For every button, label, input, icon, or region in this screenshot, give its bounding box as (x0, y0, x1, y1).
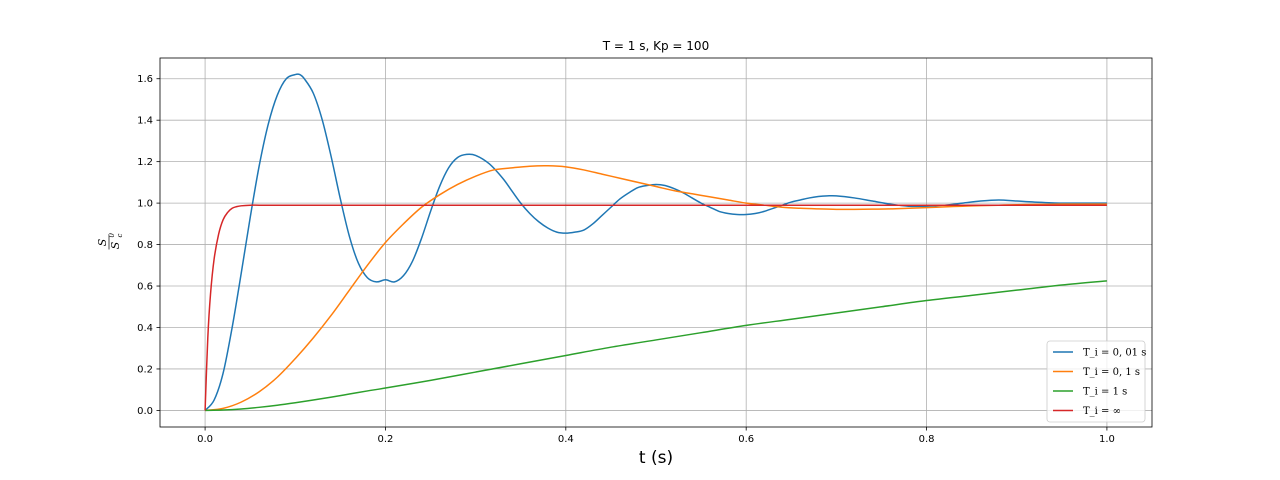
x-axis-ticks: 0.0 0.2 0.4 0.6 0.8 1.0 (197, 427, 1115, 445)
chart-title: T = 1 s, Kp = 100 (602, 39, 709, 53)
y-tick-label: 1.6 (137, 74, 153, 85)
y-label-superscript: 0 (108, 233, 116, 238)
series-ti-inf-legend-label: T_i = ∞ (1083, 406, 1121, 417)
series-ti-1-line (205, 280, 1107, 412)
y-label-denominator: S (109, 241, 122, 249)
x-tick-label: 0.6 (738, 434, 754, 445)
y-tick-label: 0.0 (137, 406, 153, 417)
series-ti-0-1-line (205, 165, 1107, 412)
grid (160, 58, 1152, 427)
y-axis-label: S S0 c (96, 233, 124, 250)
x-tick-label: 1.0 (1099, 434, 1115, 445)
y-tick-label: 0.8 (137, 240, 153, 251)
x-tick-label: 0.4 (558, 434, 574, 445)
y-tick-label: 1.4 (137, 116, 153, 127)
x-axis-label: t (s) (639, 448, 673, 468)
series-ti-0-01-legend-label: T_i = 0, 01 s (1083, 348, 1146, 359)
x-tick-label: 0.0 (197, 434, 213, 445)
series-lines (204, 73, 1107, 412)
series-ti-0-01-line (204, 73, 1107, 411)
x-tick-label: 0.2 (378, 434, 394, 445)
series-ti-1-legend-label: T_i = 1 s (1083, 387, 1127, 398)
y-tick-label: 0.4 (137, 323, 153, 334)
plot-frame (159, 57, 1153, 428)
series-ti-inf-line (204, 204, 1107, 411)
series-ti-0-1-legend-label: T_i = 0, 1 s (1083, 367, 1140, 378)
y-label-subscript: c (116, 234, 124, 238)
x-tick-label: 0.8 (919, 434, 935, 445)
legend-box (1046, 340, 1146, 423)
y-axis-ticks: 0.0 0.2 0.4 0.6 0.8 1.0 1.2 1.4 1.6 (137, 74, 160, 417)
y-tick-label: 0.6 (137, 282, 153, 293)
y-tick-label: 0.2 (137, 364, 153, 375)
y-tick-label: 1.0 (137, 199, 153, 210)
legend: T_i = 0, 01 s T_i = 0, 1 s T_i = 1 s T_i = … (1046, 340, 1146, 423)
y-tick-label: 1.2 (137, 157, 153, 168)
y-label-numerator: S (96, 238, 109, 246)
